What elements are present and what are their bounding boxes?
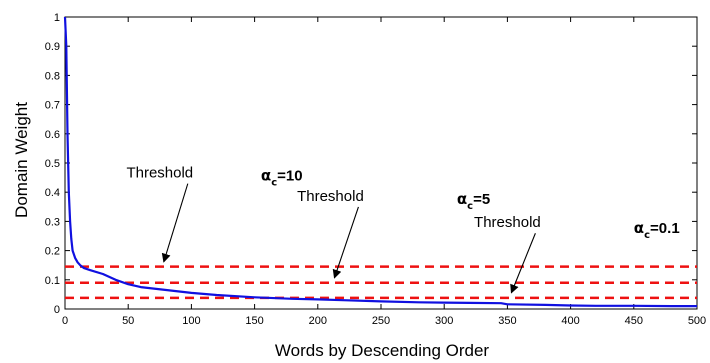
x-tick-label: 0 — [62, 315, 68, 327]
annotation-arrow — [332, 206, 359, 279]
x-tick-label: 300 — [435, 315, 453, 327]
y-tick-label: 0 — [54, 304, 60, 316]
plot-border — [64, 16, 698, 310]
alpha-label: αc=10 — [261, 167, 303, 189]
y-tick-label: 0.7 — [45, 100, 60, 112]
y-tick-label: 0.1 — [45, 275, 60, 287]
threshold-annotation: Threshold — [126, 165, 193, 182]
x-tick-label: 450 — [625, 315, 643, 327]
x-tick-label: 500 — [688, 315, 706, 327]
threshold-lines — [65, 265, 697, 300]
annotation-arrow — [161, 183, 189, 263]
x-tick-label: 400 — [561, 315, 579, 327]
y-tick-label: 1 — [54, 12, 60, 24]
x-tick-label: 250 — [372, 315, 390, 327]
y-tick-label: 0.8 — [45, 70, 60, 82]
y-tick-label: 0.3 — [45, 216, 60, 228]
y-axis-label: Domain Weight — [12, 102, 31, 218]
threshold-annotation: Threshold — [297, 188, 364, 205]
y-tick-label: 0.6 — [45, 129, 60, 141]
series-lines — [63, 16, 697, 308]
y-tick-label: 0.4 — [45, 187, 60, 199]
plot-area — [64, 16, 698, 310]
x-axis-label: Words by Descending Order — [275, 341, 490, 360]
threshold-annotation: Threshold — [474, 214, 541, 231]
x-tick-label: 100 — [182, 315, 200, 327]
annotation-arrow — [510, 233, 536, 294]
axis-ticks: 0 50 100 150 200 250 300 350 400 450 500 0 0.1 0.2 0.3… — [45, 12, 706, 327]
y-tick-label: 0.5 — [45, 158, 60, 170]
x-tick-label: 200 — [309, 315, 327, 327]
y-tick-label: 0.9 — [45, 41, 60, 53]
y-tick-label: 0.2 — [45, 246, 60, 258]
series-line — [63, 16, 697, 308]
alpha-label: αc=0.1 — [634, 219, 680, 241]
x-tick-label: 150 — [245, 315, 263, 327]
x-tick-label: 50 — [122, 315, 134, 327]
x-tick-label: 350 — [498, 315, 516, 327]
alpha-label: αc=5 — [457, 190, 490, 212]
